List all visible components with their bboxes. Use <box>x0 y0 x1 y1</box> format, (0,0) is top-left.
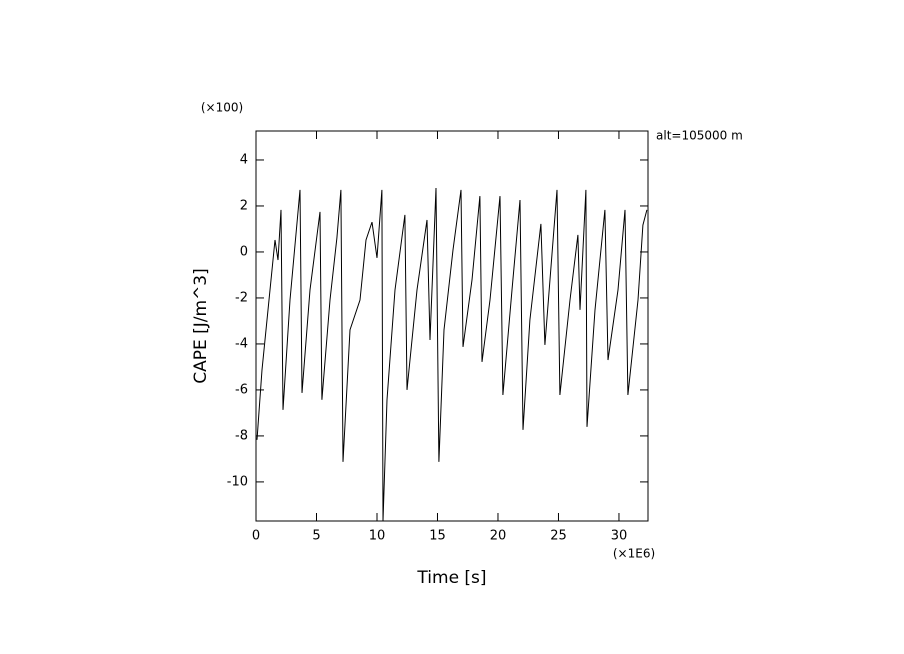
x-scale-label: (×1E6) <box>613 547 655 561</box>
x-tick-label: 25 <box>550 529 567 544</box>
y-tick-label: -8 <box>235 428 248 443</box>
plot-frame <box>255 130 649 522</box>
y-tick-label: 0 <box>240 244 248 259</box>
annotation: alt=105000 m <box>656 129 743 143</box>
x-tick-label: 30 <box>611 529 628 544</box>
y-tick-label: -2 <box>235 290 248 305</box>
data-line <box>256 187 648 521</box>
y-tick-label: -10 <box>227 474 248 489</box>
y-tick-label: 4 <box>240 152 248 167</box>
x-tick-label: 20 <box>490 529 507 544</box>
x-tick-label: 5 <box>312 529 320 544</box>
y-scale-label: (×100) <box>201 101 243 115</box>
x-tick-label: 10 <box>369 529 386 544</box>
y-tick-label: -6 <box>235 382 248 397</box>
x-tick-label: 0 <box>252 529 260 544</box>
y-tick-label: -4 <box>235 336 248 351</box>
x-axis-label: Time [s] <box>416 568 486 588</box>
y-tick-label: 2 <box>240 198 248 213</box>
y-axis-label: CAPE [J/m^3] <box>191 268 211 384</box>
x-tick-label: 15 <box>429 529 446 544</box>
